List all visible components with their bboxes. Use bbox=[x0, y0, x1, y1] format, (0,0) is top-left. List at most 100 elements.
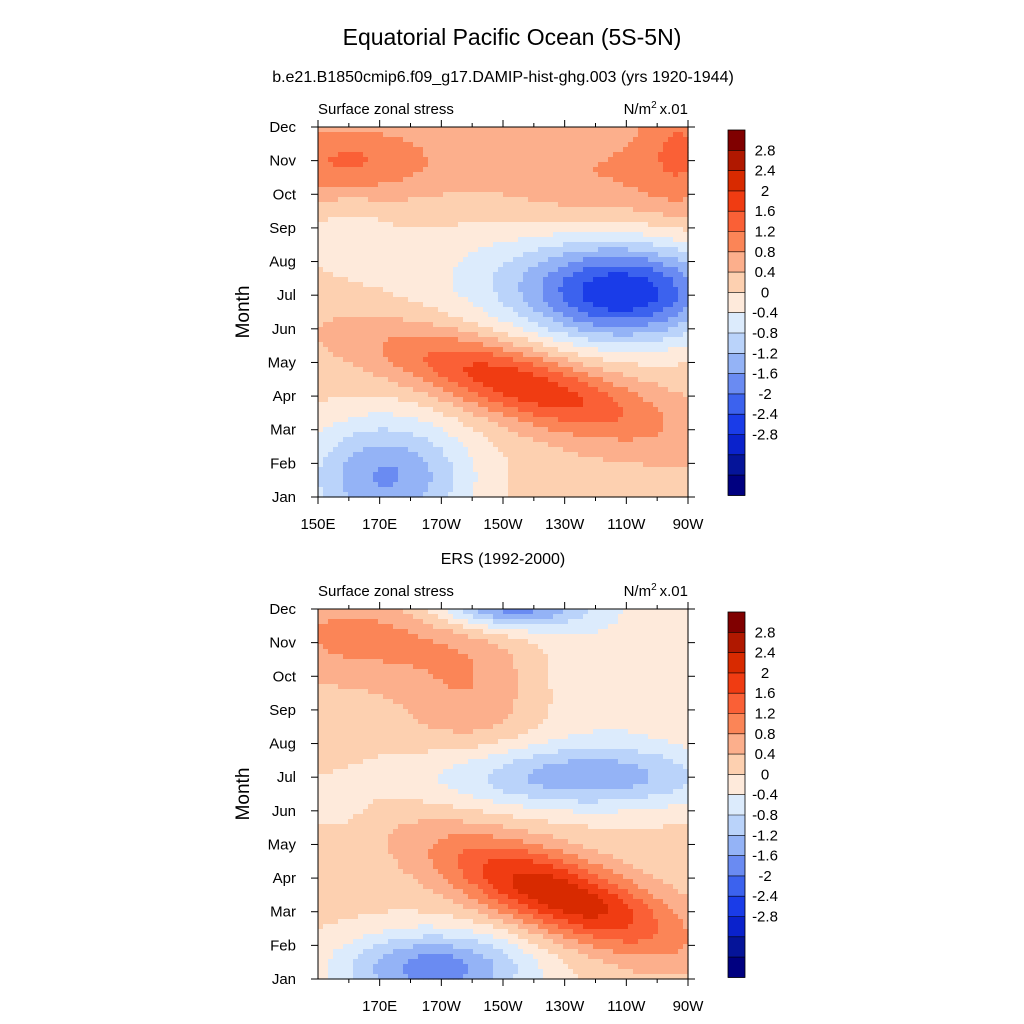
heatmap-cell bbox=[503, 257, 509, 263]
heatmap-cell bbox=[503, 467, 509, 473]
heatmap-cell bbox=[538, 462, 544, 468]
heatmap-cell bbox=[363, 452, 369, 458]
heatmap-cell bbox=[463, 147, 469, 153]
heatmap-cell bbox=[548, 437, 554, 443]
heatmap-cell bbox=[568, 267, 574, 273]
heatmap-cell bbox=[558, 257, 564, 263]
heatmap-cell bbox=[403, 217, 409, 223]
heatmap-cell bbox=[638, 227, 644, 233]
heatmap-cell bbox=[413, 217, 419, 223]
heatmap-cell bbox=[358, 157, 364, 163]
heatmap-cell bbox=[578, 172, 584, 178]
heatmap-cell bbox=[463, 407, 469, 413]
heatmap-cell bbox=[348, 347, 354, 353]
heatmap-cell bbox=[618, 462, 624, 468]
heatmap-cell bbox=[613, 267, 619, 273]
heatmap-cell bbox=[318, 192, 324, 198]
heatmap-cell bbox=[493, 242, 499, 248]
heatmap-cell bbox=[593, 312, 599, 318]
heatmap-cell bbox=[533, 257, 539, 263]
heatmap-cell bbox=[378, 132, 384, 138]
heatmap-cell bbox=[363, 337, 369, 343]
heatmap-cell bbox=[548, 332, 554, 338]
heatmap-cell bbox=[593, 222, 599, 228]
heatmap-cell bbox=[508, 337, 514, 343]
heatmap-cell bbox=[583, 332, 589, 338]
heatmap-cell bbox=[433, 317, 439, 323]
heatmap-cell bbox=[638, 347, 644, 353]
heatmap-cell bbox=[608, 262, 614, 268]
heatmap-cell bbox=[523, 282, 529, 288]
heatmap-cell bbox=[543, 422, 549, 428]
heatmap-cell bbox=[413, 362, 419, 368]
heatmap-cell bbox=[628, 262, 634, 268]
heatmap-cell bbox=[563, 227, 569, 233]
heatmap-cell bbox=[628, 487, 634, 493]
heatmap-cell bbox=[648, 447, 654, 453]
heatmap-cell bbox=[463, 277, 469, 283]
heatmap-cell bbox=[638, 277, 644, 283]
heatmap-cell bbox=[583, 492, 589, 498]
heatmap-cell bbox=[563, 482, 569, 488]
heatmap-cell bbox=[553, 467, 559, 473]
heatmap-cell bbox=[323, 157, 329, 163]
heatmap-cell bbox=[373, 337, 379, 343]
heatmap-cell bbox=[578, 272, 584, 278]
heatmap-cell bbox=[418, 167, 424, 173]
heatmap-cell bbox=[518, 362, 524, 368]
heatmap-cell bbox=[403, 297, 409, 303]
heatmap-cell bbox=[638, 472, 644, 478]
heatmap-cell bbox=[453, 272, 459, 278]
heatmap-cell bbox=[478, 357, 484, 363]
heatmap-cell bbox=[588, 257, 594, 263]
heatmap-cell bbox=[638, 442, 644, 448]
heatmap-cell bbox=[618, 297, 624, 303]
heatmap-cell bbox=[568, 242, 574, 248]
heatmap-cell bbox=[518, 287, 524, 293]
heatmap-cell bbox=[398, 407, 404, 413]
heatmap-cell bbox=[538, 442, 544, 448]
heatmap-cell bbox=[503, 172, 509, 178]
heatmap-cell bbox=[363, 342, 369, 348]
heatmap-cell bbox=[338, 267, 344, 273]
heatmap-cell bbox=[478, 477, 484, 483]
heatmap-cell bbox=[598, 467, 604, 473]
heatmap-cell bbox=[433, 422, 439, 428]
heatmap-cell bbox=[363, 462, 369, 468]
heatmap-cell bbox=[523, 222, 529, 228]
heatmap-cell bbox=[553, 132, 559, 138]
heatmap-cell bbox=[478, 437, 484, 443]
heatmap-cell bbox=[568, 422, 574, 428]
heatmap-cell bbox=[403, 177, 409, 183]
heatmap-cell bbox=[563, 442, 569, 448]
heatmap-cell bbox=[448, 492, 454, 498]
heatmap-cell bbox=[383, 357, 389, 363]
heatmap-cell bbox=[418, 187, 424, 193]
heatmap-cell bbox=[348, 177, 354, 183]
heatmap-cell bbox=[433, 452, 439, 458]
heatmap-cell bbox=[463, 202, 469, 208]
heatmap-cell bbox=[348, 362, 354, 368]
heatmap-cell bbox=[653, 152, 659, 158]
heatmap-cell bbox=[633, 227, 639, 233]
heatmap-cell bbox=[648, 267, 654, 273]
heatmap-cell bbox=[628, 317, 634, 323]
heatmap-cell bbox=[363, 257, 369, 263]
heatmap-cell bbox=[648, 307, 654, 313]
heatmap-cell bbox=[488, 352, 494, 358]
heatmap-cell bbox=[463, 362, 469, 368]
heatmap-cell bbox=[473, 147, 479, 153]
heatmap-cell bbox=[633, 297, 639, 303]
heatmap-cell bbox=[433, 287, 439, 293]
heatmap-cell bbox=[443, 187, 449, 193]
heatmap-cell bbox=[528, 417, 534, 423]
heatmap-cell bbox=[368, 237, 374, 243]
heatmap-cell bbox=[523, 272, 529, 278]
heatmap-cell bbox=[418, 432, 424, 438]
heatmap-cell bbox=[478, 422, 484, 428]
heatmap-cell bbox=[593, 317, 599, 323]
heatmap-cell bbox=[493, 427, 499, 433]
heatmap-cell bbox=[558, 427, 564, 433]
heatmap-cell bbox=[328, 222, 334, 228]
heatmap-cell bbox=[523, 427, 529, 433]
